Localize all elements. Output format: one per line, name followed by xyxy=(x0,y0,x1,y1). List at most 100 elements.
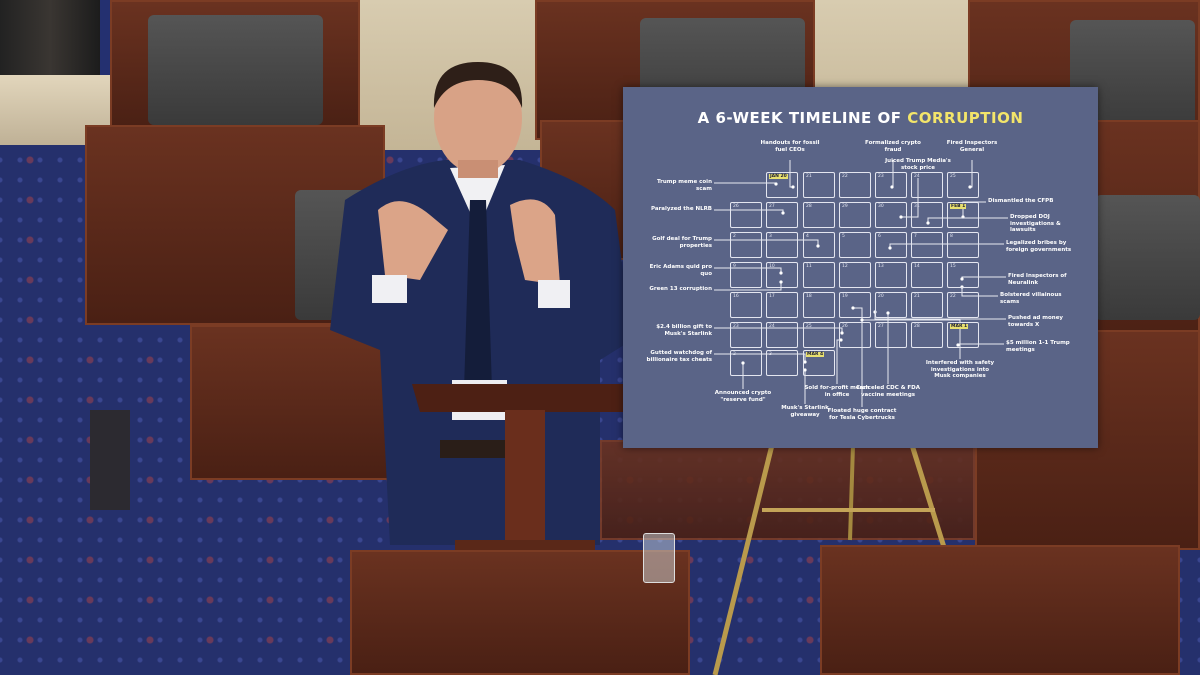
connector-dot xyxy=(926,221,930,225)
connector-line xyxy=(927,217,1008,223)
day-label: 15 xyxy=(950,264,956,269)
day-label: 29 xyxy=(842,204,848,209)
calendar-day: 29 xyxy=(839,202,871,228)
calendar-day: 7 xyxy=(911,232,943,258)
annotation-label: Paralyzed the NLRB xyxy=(651,206,712,212)
annotation-label: $5 million 1-1 Trump meetings xyxy=(1006,340,1070,353)
day-label: 3 xyxy=(769,234,772,239)
day-label: 25 xyxy=(806,324,812,329)
calendar-day: 25 xyxy=(947,172,979,198)
calendar-day: 26 xyxy=(730,202,762,228)
annotation-label: Announced crypto "reserve fund" xyxy=(714,390,772,403)
calendar-day: 23 xyxy=(875,172,907,198)
day-label: 31 xyxy=(914,204,920,209)
chair-back xyxy=(1095,195,1200,320)
connector-dot xyxy=(860,318,864,322)
annotation-label: Legalized bribes by foreign governments xyxy=(1006,240,1072,253)
connector-line xyxy=(961,287,998,297)
connector-dot xyxy=(774,182,778,186)
day-label: 24 xyxy=(769,324,775,329)
day-label: 10 xyxy=(769,264,775,269)
connector-dot xyxy=(803,360,807,364)
annotation-label: Interfered with safety investigations in… xyxy=(925,360,995,379)
calendar-day: 3 xyxy=(766,350,798,376)
annotation-label: Pushed ad money towards X xyxy=(1008,315,1064,328)
calendar-day: 11 xyxy=(803,262,835,288)
marble-column xyxy=(0,0,100,80)
calendar-day: 22 xyxy=(839,172,871,198)
day-label: 27 xyxy=(878,324,884,329)
day-label: 25 xyxy=(950,174,956,179)
connector-dot xyxy=(781,211,785,215)
day-label: 19 xyxy=(842,294,848,299)
water-glass xyxy=(643,533,675,583)
calendar-day: 31 xyxy=(911,202,943,228)
annotation-label: Eric Adams quid pro quo xyxy=(649,264,712,277)
connector-dot xyxy=(741,361,745,365)
desk-bottom-center xyxy=(350,550,690,675)
calendar-day: 27 xyxy=(875,322,907,348)
calendar-day: JAN 20 xyxy=(766,172,798,198)
annotation-label: Juiced Trump Media's stock price xyxy=(885,158,951,171)
calendar-day: 5 xyxy=(839,232,871,258)
annotation-label: Sold for-profit merch in office xyxy=(804,385,870,398)
calendar-day: 24 xyxy=(766,322,798,348)
day-label: 12 xyxy=(842,264,848,269)
day-label: 23 xyxy=(733,324,739,329)
connector-dot xyxy=(839,338,843,342)
day-label: 11 xyxy=(806,264,812,269)
calendar-day: 20 xyxy=(875,292,907,318)
connector-line xyxy=(862,319,961,359)
connector-dot xyxy=(890,185,894,189)
connector-line xyxy=(714,353,806,362)
calendar-day: 23 xyxy=(730,322,762,348)
annotation-label: Fired Inspectors General xyxy=(946,140,998,153)
day-label: 26 xyxy=(842,324,848,329)
day-label: MAR 4 xyxy=(806,352,825,357)
day-label: 22 xyxy=(950,294,956,299)
calendar-day: 28 xyxy=(803,202,835,228)
calendar-day: 21 xyxy=(911,292,943,318)
calendar-day: 28 xyxy=(911,322,943,348)
day-label: 8 xyxy=(950,234,953,239)
connector-dot xyxy=(956,343,960,347)
desk-left-lower xyxy=(190,325,390,480)
calendar-day: 24 xyxy=(911,172,943,198)
calendar-day: 22 xyxy=(947,292,979,318)
day-label: 13 xyxy=(878,264,884,269)
connector-dot xyxy=(816,244,820,248)
calendar-day: 19 xyxy=(839,292,871,318)
connector-dot xyxy=(960,277,964,281)
annotation-label: Dropped DOJ investigations & lawsuits xyxy=(1010,214,1061,233)
annotation-label: Musk's Starlink giveaway xyxy=(781,405,829,418)
annotation-label: Gutted watchdog of billionaire tax cheat… xyxy=(646,350,712,363)
day-label: 20 xyxy=(878,294,884,299)
annotation-label: $2.4 billion gift to Musk's Starlink xyxy=(656,324,712,337)
day-label: 5 xyxy=(842,234,845,239)
day-label: 3 xyxy=(769,352,772,357)
day-label: 2 xyxy=(733,352,736,357)
calendar-day: 16 xyxy=(730,292,762,318)
connector-lines xyxy=(714,160,1008,407)
day-label: 26 xyxy=(733,204,739,209)
day-label: 30 xyxy=(878,204,884,209)
desk-behind-easel xyxy=(600,440,975,540)
calendar-day: 30 xyxy=(875,202,907,228)
connector-dot xyxy=(779,271,783,275)
connector-dot xyxy=(791,185,795,189)
day-label: 22 xyxy=(842,174,848,179)
calendar-day: 15 xyxy=(947,262,979,288)
calendar-day: 8 xyxy=(947,232,979,258)
connector-dot xyxy=(803,368,807,372)
calendar-day: 25 xyxy=(803,322,835,348)
annotation-label: Trump meme coin scam xyxy=(656,179,712,192)
calendar-day: 3 xyxy=(766,232,798,258)
day-label: MAR 1 xyxy=(950,324,969,329)
annotation-label: Formalized crypto fraud xyxy=(865,140,921,153)
connector-line xyxy=(714,327,843,333)
day-label: 14 xyxy=(914,264,920,269)
calendar-day: 14 xyxy=(911,262,943,288)
connector-dot xyxy=(851,306,855,310)
day-label: 9 xyxy=(733,264,736,269)
